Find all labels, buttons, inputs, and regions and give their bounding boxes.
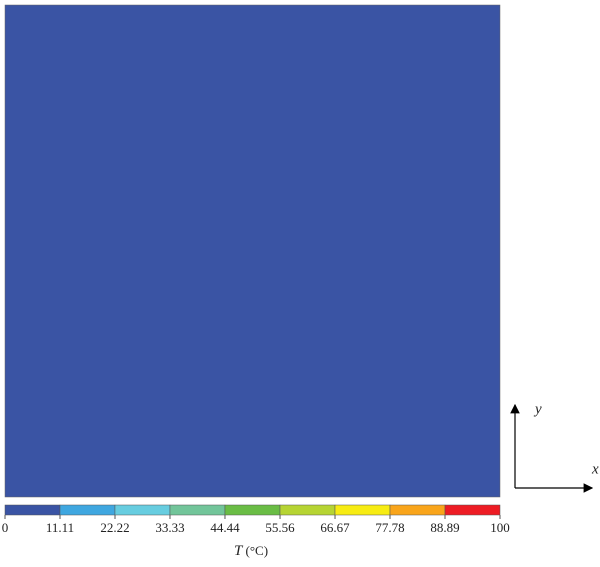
- colorbar-label: T (°C): [234, 543, 268, 559]
- contour-plot: [5, 5, 500, 497]
- colorbar-tick-label: 44.44: [210, 520, 240, 535]
- plot-frame: [4, 4, 501, 498]
- colorbar-tick-label: 33.33: [155, 520, 184, 535]
- colorbar-tick-label: 77.78: [375, 520, 404, 535]
- colorbar-symbol: T: [234, 543, 244, 559]
- x-axis-label: x: [591, 461, 599, 477]
- colorbar-tick-label: 0: [2, 520, 9, 535]
- colorbar-segment: [279, 504, 336, 516]
- colorbar-tick-label: 22.22: [100, 520, 129, 535]
- colorbar-segment: [169, 504, 226, 516]
- colorbar-segment: [59, 504, 116, 516]
- colorbar: 0 11.11 22.22 33.33 44.44 55.56 66.67 77.78 88.8…: [2, 504, 510, 535]
- colorbar-segment: [444, 504, 501, 516]
- y-axis-label: y: [533, 401, 542, 417]
- colorbar-unit: (°C): [246, 543, 269, 558]
- colorbar-tick-label: 100: [490, 520, 510, 535]
- colorbar-segment: [114, 504, 171, 516]
- colorbar-tick-label: 66.67: [320, 520, 350, 535]
- contour-band: [5, 5, 500, 497]
- colorbar-tick-label: 55.56: [265, 520, 295, 535]
- colorbar-segment: [4, 504, 61, 516]
- colorbar-segment: [334, 504, 391, 516]
- colorbar-tick-label: 88.89: [430, 520, 459, 535]
- colorbar-segment: [224, 504, 281, 516]
- colorbar-segment: [389, 504, 446, 516]
- colorbar-tick-label: 11.11: [46, 520, 74, 535]
